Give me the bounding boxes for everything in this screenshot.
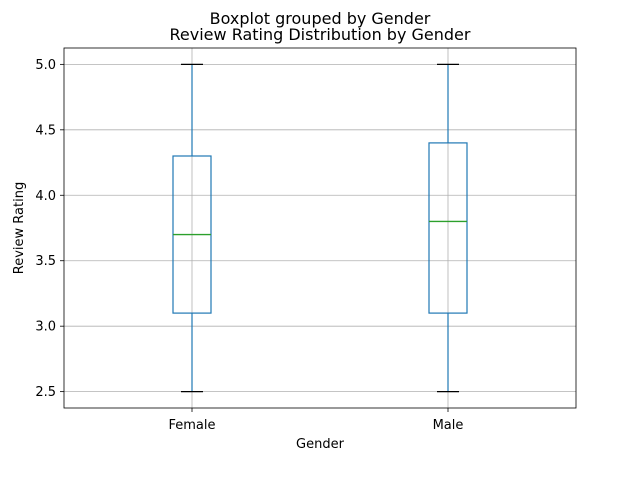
y-tick-label: 3.5 — [35, 254, 56, 269]
x-tick-label: Male — [433, 418, 464, 433]
box-female — [172, 63, 212, 393]
chart-suptitle: Boxplot grouped by Gender — [210, 9, 431, 28]
grid-layer — [64, 48, 576, 408]
x-axis-label: Gender — [296, 437, 345, 452]
chart-title: Review Rating Distribution by Gender — [170, 25, 471, 44]
box-male — [428, 63, 468, 393]
iqr-box — [428, 142, 468, 314]
y-tick-label: 4.0 — [35, 189, 56, 204]
y-tick-label: 4.5 — [35, 123, 56, 138]
y-tick-label: 3.0 — [35, 320, 56, 335]
y-tick-label: 5.0 — [35, 58, 56, 73]
y-axis-label: Review Rating — [12, 182, 27, 274]
y-tick-label: 2.5 — [35, 385, 56, 400]
tick-layer: 2.5 3.0 3.5 4.0 4.5 5.0 Female Male — [35, 58, 463, 433]
x-tick-label: Female — [168, 418, 215, 433]
axes-frame — [63, 47, 577, 409]
box-layer — [172, 63, 468, 393]
